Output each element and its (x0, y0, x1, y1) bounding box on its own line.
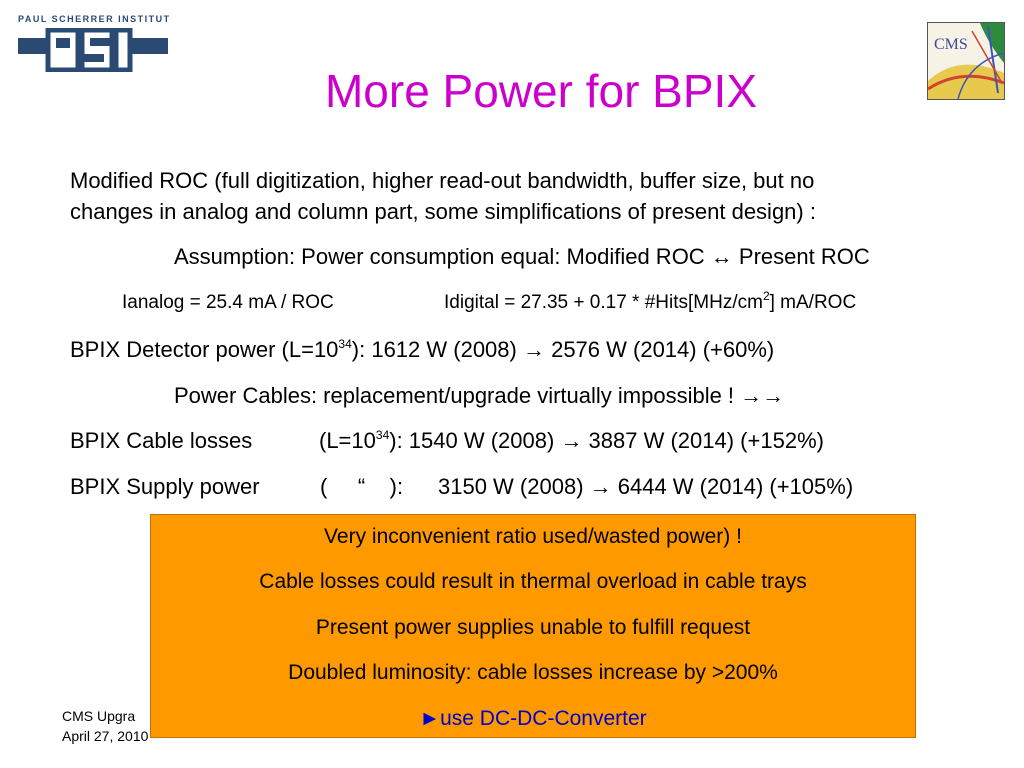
power-cables-line: Power Cables: replacement/upgrade virtua… (174, 383, 785, 408)
dc-dc-conclusion: ►use DC-DC-Converter (419, 707, 647, 730)
box-item: Present power supplies unable to fulfill… (315, 616, 751, 639)
psi-letters-logo (18, 28, 168, 72)
roc-description-line2: changes in analog and column part, some … (70, 199, 816, 224)
footer-date: April 27, 2010 (62, 728, 149, 744)
ianalog-formula: Ianalog = 25.4 mA / ROC (122, 292, 334, 313)
box-item: Very inconvenient ratio used/wasted powe… (324, 525, 742, 548)
svg-text:CMS: CMS (934, 36, 968, 53)
box-item: Cable losses could result in thermal ove… (259, 570, 807, 593)
supply-power-ditto: ( “ ): (320, 474, 404, 499)
box-item: Doubled luminosity: cable losses increas… (288, 661, 778, 684)
detector-power-line: BPIX Detector power (L=1034): 1612 W (20… (70, 336, 775, 362)
assumption-text: Assumption: Power consumption equal: Mod… (174, 244, 870, 269)
cable-losses-values: (L=1034): 1540 W (2008) → 3887 W (2014) … (319, 427, 824, 453)
supply-power-label: BPIX Supply power (70, 474, 260, 499)
idigital-formula: Idigital = 27.35 + 0.17 * #Hits[MHz/cm2]… (444, 288, 857, 313)
psi-logo: PAUL SCHERRER INSTITUT (18, 14, 171, 72)
supply-power-values: 3150 W (2008) → 6444 W (2014) (+105%) (438, 474, 854, 499)
cable-losses-label: BPIX Cable losses (70, 428, 253, 453)
cms-emblem-icon: CMS (928, 23, 1004, 99)
institute-name: PAUL SCHERRER INSTITUT (18, 14, 171, 24)
slide-title: More Power for BPIX (324, 65, 758, 117)
roc-description-line1: Modified ROC (full digitization, higher … (70, 168, 815, 193)
footer-event: CMS Upgra (62, 708, 136, 724)
cms-logo: CMS (927, 22, 1005, 100)
conclusions-box: Very inconvenient ratio used/wasted powe… (150, 514, 916, 738)
